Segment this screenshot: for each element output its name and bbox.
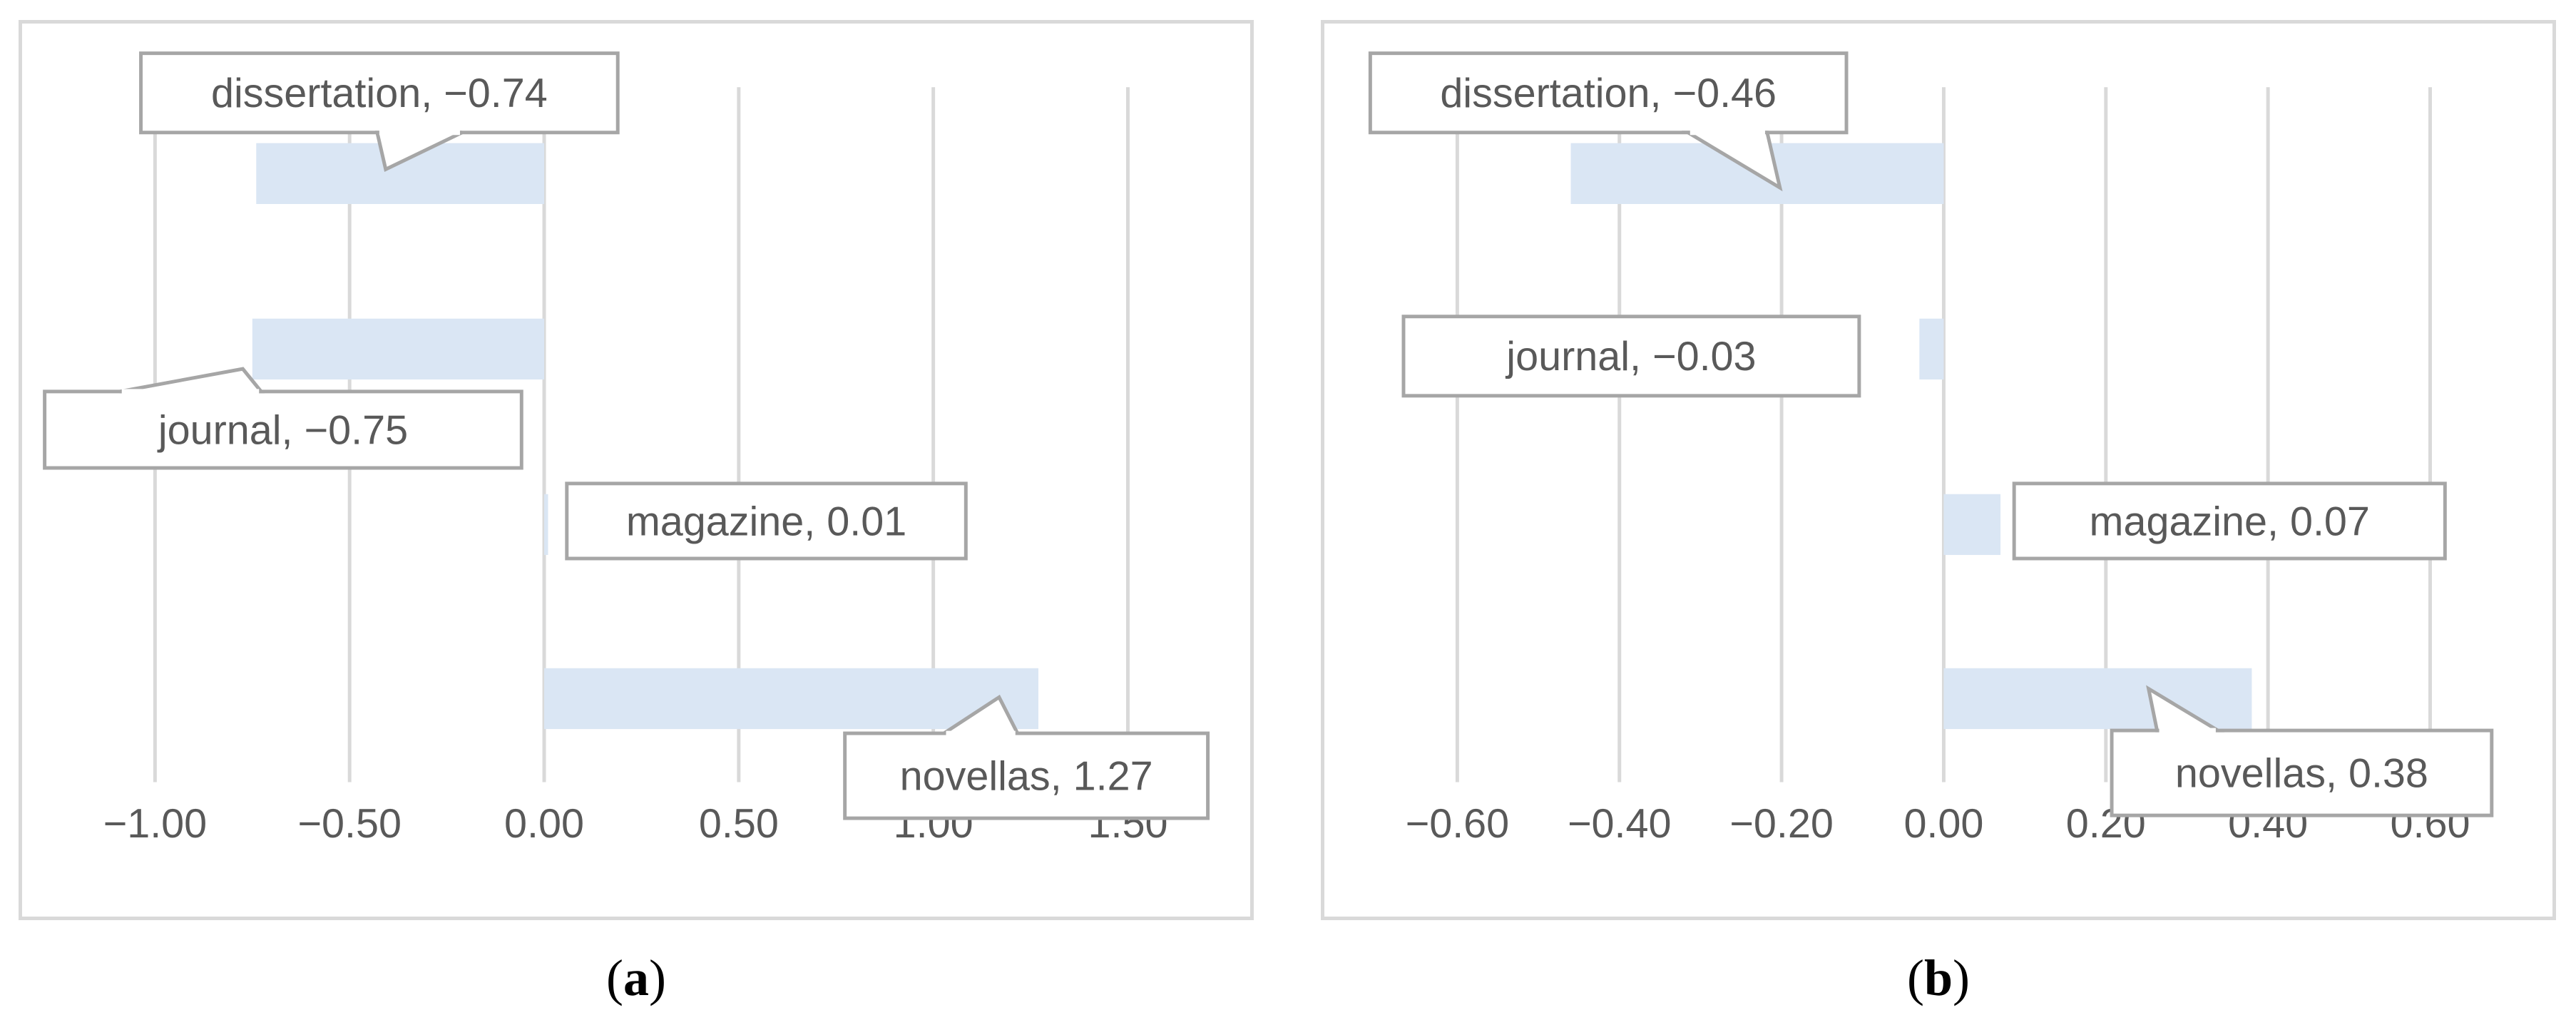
data-label-text: dissertation, −0.74	[211, 71, 548, 116]
data-label-journal: journal, −0.03	[1401, 315, 1861, 398]
callout-pointer	[119, 367, 265, 394]
data-label-text: novellas, 0.38	[2175, 750, 2428, 796]
bar-chart-a: −1.00 −0.50 0.00 0.50 1.00 1.50dissertation, …	[43, 51, 1210, 847]
callout-box	[139, 51, 620, 135]
data-label-text: magazine, 0.07	[2090, 499, 2370, 544]
x-tick-label-0: −0.60	[1406, 801, 1510, 847]
chart-panel-a: −1.00 −0.50 0.00 0.50 1.00 1.50 dissertation, …	[19, 20, 1254, 920]
bars	[252, 143, 1038, 730]
callout-box	[2012, 481, 2447, 561]
x-tick-label-2: −0.20	[1729, 801, 1834, 847]
x-tick-label-1: −0.50	[297, 801, 402, 847]
x-tick-label-3: 0.50	[699, 801, 779, 847]
caption-a: (a)	[606, 949, 666, 1006]
data-label-text: novellas, 1.27	[900, 753, 1153, 799]
chart-panel-b: −0.60 −0.40 −0.20 0.00 0.20 0.40 0.60 dissertat…	[1321, 20, 2556, 920]
callout-box	[43, 389, 523, 470]
data-label-text: dissertation, −0.46	[1440, 71, 1777, 116]
x-tick-label-2: 0.00	[504, 801, 584, 847]
bar-chart-b: −0.60 −0.40 −0.20 0.00 0.20 0.40 0.60dissertat…	[1368, 51, 2494, 847]
bar-novellas	[1943, 668, 2252, 730]
x-tick-label-3: 0.00	[1903, 801, 1983, 847]
data-label-novellas: novellas, 1.27	[843, 694, 1210, 820]
data-labels: dissertation, −0.46 journal, −0.03 magazin…	[1368, 51, 2494, 817]
data-label-text: journal, −0.75	[157, 407, 408, 453]
data-label-dissertation: dissertation, −0.74	[139, 51, 620, 172]
data-labels: dissertation, −0.74 journal, −0.75 magazin…	[43, 51, 1210, 820]
bar-journal	[1919, 318, 1944, 380]
caption-a-letter: a	[623, 949, 649, 1006]
data-label-novellas: novellas, 0.38	[2110, 685, 2494, 817]
data-label-magazine: magazine, 0.01	[565, 481, 968, 561]
bar-journal	[252, 318, 545, 380]
data-label-magazine: magazine, 0.07	[2012, 481, 2447, 561]
caption-b-letter: b	[1923, 949, 1953, 1006]
bars	[1570, 143, 2252, 730]
data-label-text: journal, −0.03	[1505, 334, 1756, 379]
callout-box	[1368, 51, 1849, 135]
callout-box	[565, 481, 968, 561]
callout-box	[1401, 315, 1861, 398]
data-label-journal: journal, −0.75	[43, 367, 523, 470]
data-label-dissertation: dissertation, −0.46	[1368, 51, 1849, 192]
data-label-text: magazine, 0.01	[626, 499, 906, 544]
callout-box	[843, 731, 1210, 820]
bar-magazine	[544, 494, 548, 556]
bar-novellas	[544, 668, 1038, 730]
callout-box	[2110, 728, 2494, 817]
caption-b: (b)	[1906, 949, 1970, 1006]
x-tick-label-0: −1.00	[103, 801, 208, 847]
bar-magazine	[1943, 494, 2001, 556]
x-tick-label-1: −0.40	[1568, 801, 1672, 847]
